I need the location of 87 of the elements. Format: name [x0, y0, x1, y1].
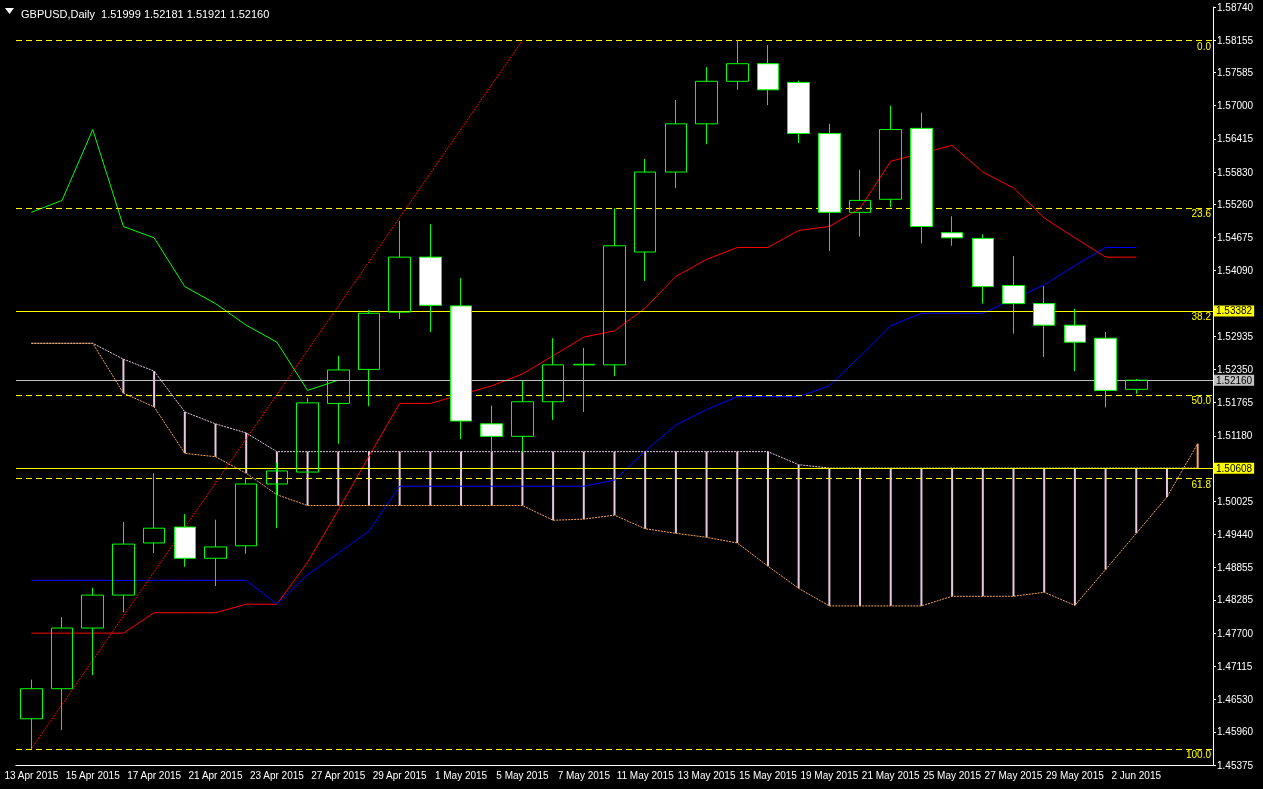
y-tick-label: 1.46530	[1217, 693, 1254, 705]
x-tick-label: 13 Apr 2015	[4, 769, 59, 781]
x-tick-label: 15 Apr 2015	[65, 769, 121, 781]
bar	[183, 411, 186, 454]
x-tick-label: 5 May 2015	[496, 769, 549, 781]
annotation: 38.2	[1191, 311, 1212, 323]
y-tick-label: 1.57000	[1217, 100, 1254, 112]
candlestick	[542, 337, 564, 421]
candlestick	[1064, 308, 1086, 372]
y-tick-label: 1.51180	[1217, 430, 1253, 442]
candlestick	[573, 347, 595, 413]
x-tick-label: 21 Apr 2015	[188, 769, 243, 781]
x-tick-label: 13 May 2015	[677, 769, 736, 781]
candlestick	[235, 477, 257, 555]
candlestick	[419, 223, 442, 333]
candlestick	[726, 39, 749, 91]
y-tick-label: 1.54675	[1217, 232, 1254, 244]
candlestick	[695, 66, 718, 145]
annotation: 61.8	[1191, 478, 1212, 490]
x-tick-label: 27 May 2015	[984, 769, 1043, 781]
candlestick	[1094, 331, 1117, 408]
candlestick	[849, 169, 871, 238]
y-tick-label: 1.57585	[1217, 67, 1254, 79]
x-tick-label: 29 Apr 2015	[372, 769, 428, 781]
candlestick	[450, 277, 472, 440]
candlestick	[81, 587, 104, 676]
y-tick-label: 1.55830	[1217, 166, 1254, 178]
x-tick-label: 29 May 2015	[1045, 769, 1105, 781]
bar	[122, 359, 125, 394]
annotation: 23.6	[1191, 208, 1212, 220]
y-tick-label: 1.52935	[1217, 330, 1254, 342]
y-tick-label: 1.51765	[1217, 397, 1254, 409]
y-tick-label: 1.54090	[1217, 265, 1254, 277]
candlestick	[1002, 255, 1025, 335]
x-tick-label: 7 May 2015	[557, 769, 611, 781]
candlestick	[787, 80, 810, 144]
x-tick-label: 19 May 2015	[800, 769, 859, 781]
chart-title: GBPUSD,Daily 1.51999 1.52181 1.51921 1.52160	[21, 7, 270, 20]
x-tick-label: 11 May 2015	[616, 769, 675, 781]
x-tick-label: 23 Apr 2015	[249, 769, 305, 781]
x-tick-label: 15 May 2015	[739, 769, 798, 781]
candlestick	[1033, 285, 1055, 358]
annotation: 100.0	[1185, 749, 1212, 761]
y-tick-label: 1.48285	[1217, 594, 1254, 606]
y-tick-label: 1.55260	[1217, 198, 1254, 210]
candlestick	[112, 521, 135, 613]
candlestick	[20, 679, 43, 750]
x-tick-label: 2 Jun 2015	[1111, 769, 1162, 781]
candlestick	[388, 220, 411, 320]
bar	[214, 423, 217, 457]
x-tick-label: 17 Apr 2015	[127, 769, 182, 781]
candlestick	[972, 233, 994, 305]
candlestick	[757, 44, 779, 106]
annotation: 0.0	[1197, 40, 1212, 52]
candlestick	[879, 105, 902, 208]
ref-line-label: 1.52160	[1216, 374, 1253, 386]
candlestick	[143, 472, 165, 554]
bar	[153, 371, 156, 407]
candlestick	[603, 207, 626, 377]
line-series	[30, 246, 1137, 605]
y-tick-label: 1.48855	[1217, 562, 1254, 574]
x-tick-label: 25 May 2015	[923, 769, 982, 781]
y-tick-label: 1.50025	[1217, 495, 1254, 507]
y-tick-label: 1.52350	[1217, 363, 1254, 375]
ref-line-label: 1.50608	[1216, 462, 1253, 474]
candlestick	[204, 519, 227, 587]
y-tick-label: 1.47115	[1217, 660, 1253, 672]
candlestick	[941, 215, 963, 247]
candlestick	[358, 309, 380, 407]
y-tick-label: 1.47700	[1217, 627, 1254, 639]
y-tick-label: 1.49440	[1217, 528, 1254, 540]
candlestick	[51, 616, 73, 731]
x-tick-label: 27 Apr 2015	[311, 769, 366, 781]
x-tick-label: 1 May 2015	[434, 769, 488, 781]
y-tick-label: 1.56415	[1217, 133, 1254, 145]
x-tick-label: 21 May 2015	[861, 769, 921, 781]
y-tick-label: 1.45375	[1217, 759, 1254, 771]
candlestick	[910, 111, 933, 244]
y-tick-label: 1.58740	[1217, 1, 1254, 13]
y-tick-label: 1.58155	[1217, 34, 1254, 46]
candlestick	[665, 99, 687, 189]
y-tick-label: 1.45960	[1217, 726, 1254, 738]
candlestick	[1125, 378, 1148, 395]
candlestick	[174, 513, 196, 568]
annotation: 50.0	[1191, 395, 1212, 407]
ref-line-label: 1.53382	[1216, 305, 1253, 317]
candlestick	[818, 123, 841, 252]
